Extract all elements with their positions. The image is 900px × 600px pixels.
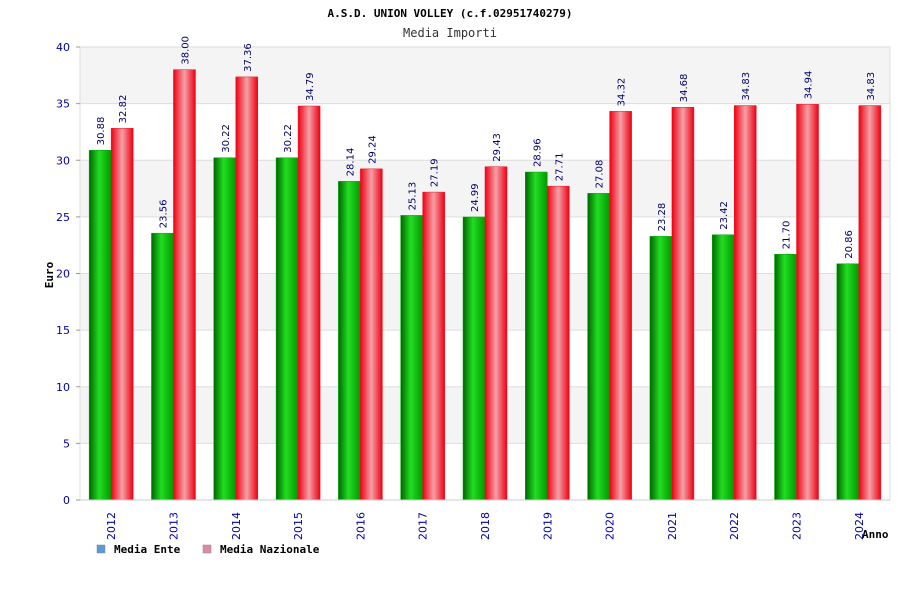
bar-media-nazionale: [796, 104, 819, 501]
y-tick-label: 40: [56, 41, 70, 54]
y-tick-label: 20: [56, 268, 70, 281]
bar-value-label: 23.56: [158, 200, 169, 229]
x-tick-label: 2021: [666, 512, 679, 540]
bar-media-ente: [774, 253, 797, 501]
legend-swatch-media-nazionale: [202, 544, 212, 554]
bar-value-label: 34.32: [617, 78, 628, 107]
bar-media-nazionale: [484, 166, 508, 501]
bar-value-label: 29.24: [367, 135, 378, 164]
bar-value-label: 28.14: [345, 148, 356, 177]
y-tick-label: 35: [56, 98, 70, 111]
y-tick-label: 5: [63, 437, 70, 450]
bar-media-ente: [151, 232, 174, 501]
bar-media-nazionale: [360, 168, 383, 501]
x-tick-label: 2022: [728, 512, 741, 540]
bar-value-label: 32.82: [118, 95, 129, 124]
x-tick-label: 2012: [105, 512, 118, 540]
bar-value-label: 34.94: [804, 71, 815, 100]
value-labels: 30.88 32.82 23.56 38.00 30.22 37.36 30.22 34.79…: [96, 36, 877, 259]
chart-title: A.S.D. UNION VOLLEY (c.f.02951740279): [327, 7, 572, 20]
legend-label-media-ente: Media Ente: [114, 543, 181, 556]
bar-value-label: 34.79: [305, 72, 316, 101]
y-axis-label: Euro: [43, 261, 56, 288]
bar-value-label: 23.28: [657, 203, 668, 232]
bar-media-ente: [587, 193, 610, 501]
bar-value-label: 30.88: [96, 117, 107, 146]
bar-media-ente: [836, 263, 860, 501]
x-tick-label: 2016: [354, 512, 367, 540]
x-tick-label: 2020: [604, 512, 617, 540]
bar-media-nazionale: [671, 106, 695, 501]
x-tick-label: 2017: [417, 512, 430, 540]
bar-value-label: 34.83: [866, 72, 877, 101]
bar-media-ente: [462, 216, 486, 501]
legend: Media Ente Media Nazionale: [96, 543, 320, 556]
x-axis-label: Anno: [862, 528, 889, 541]
bar-value-label: 37.36: [243, 43, 254, 72]
bar-value-label: 21.70: [782, 221, 793, 250]
x-tick-label: 2024: [853, 512, 866, 540]
bar-media-ente: [88, 150, 112, 501]
bar-value-label: 25.13: [408, 182, 419, 211]
chart-subtitle: Media Importi: [403, 26, 497, 40]
bar-media-ente: [525, 171, 548, 501]
x-tick-label: 2014: [230, 512, 243, 540]
bar-value-label: 30.22: [221, 124, 232, 153]
bar-media-nazionale: [858, 105, 882, 501]
x-axis-ticks: 2012 2013 2014 2015 2016 2017 2018 2019 2020 2021…: [105, 512, 866, 540]
bar-media-ente: [213, 157, 237, 501]
bar-value-label: 24.99: [470, 183, 481, 212]
bar-media-nazionale: [110, 128, 134, 501]
plot-band: [80, 103, 890, 161]
bar-value-label: 27.19: [430, 158, 441, 187]
bar-media-nazionale: [609, 111, 632, 501]
y-axis-ticks: 0 5 10 15 20 25 30 35 40: [56, 41, 70, 507]
bar-media-ente: [400, 215, 423, 501]
bar-value-label: 38.00: [180, 36, 191, 65]
bar-value-label: 34.83: [741, 72, 752, 101]
x-tick-label: 2018: [479, 512, 492, 540]
y-tick-label: 0: [63, 494, 70, 507]
bar-value-label: 34.68: [679, 74, 690, 103]
bar-media-nazionale: [297, 105, 321, 501]
bar-value-label: 30.22: [283, 124, 294, 153]
x-tick-label: 2013: [167, 512, 180, 540]
bar-value-label: 23.42: [719, 201, 730, 230]
bars: [88, 69, 882, 501]
legend-label-media-nazionale: Media Nazionale: [220, 543, 320, 556]
bar-media-nazionale: [235, 76, 259, 501]
x-tick-label: 2019: [541, 512, 554, 540]
bar-media-ente: [711, 234, 735, 501]
legend-swatch-media-ente: [96, 544, 106, 554]
bar-value-label: 29.43: [492, 133, 503, 162]
x-tick-label: 2015: [292, 512, 305, 540]
bar-value-label: 28.96: [532, 138, 543, 167]
bar-media-ente: [649, 236, 673, 501]
bar-media-nazionale: [422, 191, 445, 501]
x-tick-label: 2023: [791, 512, 804, 540]
y-tick-label: 30: [56, 154, 70, 167]
y-tick-label: 10: [56, 381, 70, 394]
plot-band: [80, 47, 890, 104]
bar-value-label: 20.86: [844, 230, 855, 259]
y-tick-label: 25: [56, 211, 70, 224]
y-tick-label: 15: [56, 324, 70, 337]
bar-media-nazionale: [547, 185, 570, 501]
bar-media-ente: [275, 157, 299, 501]
bar-value-label: 27.71: [554, 153, 565, 182]
bar-media-ente: [338, 181, 361, 501]
bar-value-label: 27.08: [595, 160, 606, 189]
bar-media-nazionale: [733, 105, 757, 501]
bar-media-nazionale: [173, 69, 196, 501]
